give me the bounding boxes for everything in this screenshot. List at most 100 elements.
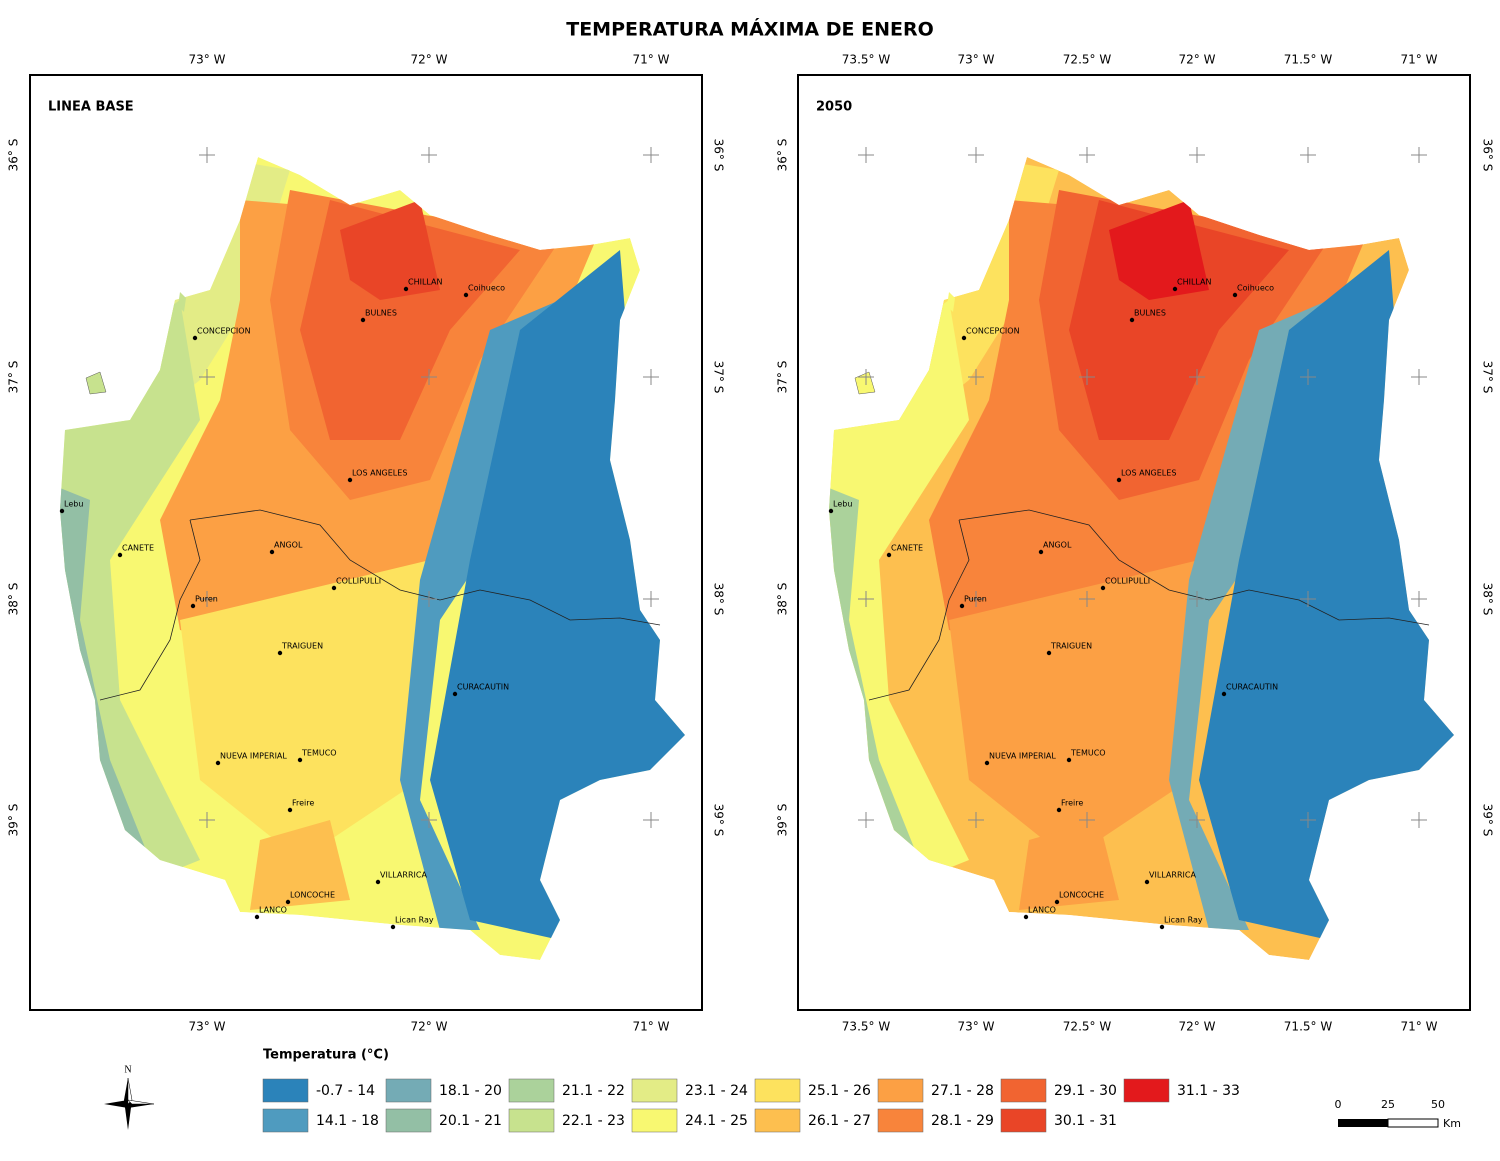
boundary — [958, 509, 1430, 626]
lon-tick-label: 72.5° W — [1063, 53, 1112, 67]
city-dot — [828, 508, 834, 514]
city-label: TEMUCO — [1070, 749, 1106, 758]
legend-label: 21.1 - 22 — [562, 1083, 625, 1099]
lon-tick-label: 73.5° W — [842, 53, 891, 67]
city-label: TEMUCO — [301, 749, 337, 758]
lat-tick-label: 38° S — [7, 583, 21, 616]
city-dot — [390, 924, 396, 930]
city-label: Puren — [964, 595, 987, 604]
city-dot — [961, 335, 967, 341]
temperature-zone — [250, 820, 350, 910]
city-label: Puren — [195, 595, 218, 604]
scale-bar — [1338, 1118, 1439, 1128]
city-label: COLLIPULLI — [1105, 577, 1150, 586]
city-label: CHILLAN — [408, 278, 443, 287]
lon-tick-label: 73° W — [958, 1020, 995, 1034]
city-label: Coihueco — [468, 284, 505, 293]
city-dot — [1129, 317, 1135, 323]
city-label: Lican Ray — [1164, 916, 1203, 925]
lat-tick-label: 39° S — [776, 804, 790, 837]
lon-tick-label: 72° W — [411, 1020, 448, 1034]
lat-tick-label: 39° S — [1481, 804, 1495, 837]
city-dot — [190, 603, 196, 609]
legend-label: 29.1 - 30 — [1054, 1083, 1117, 1099]
map-frame — [29, 74, 703, 1011]
legend-swatch — [1000, 1078, 1047, 1103]
lon-tick-label: 71° W — [633, 53, 670, 67]
city-dot — [347, 477, 353, 483]
island — [178, 292, 186, 312]
city-label: CURACAUTIN — [1226, 683, 1278, 692]
city-dot — [215, 760, 221, 766]
lon-tick-label: 72.5° W — [1063, 1020, 1112, 1034]
lat-tick-label: 36° S — [712, 139, 726, 172]
city-label: NUEVA IMPERIAL — [989, 752, 1056, 761]
map-label: LINEA BASE — [48, 100, 134, 115]
north-arrow: N — [104, 1064, 155, 1130]
lon-tick-label: 71.5° W — [1284, 53, 1333, 67]
city-label: TRAIGUEN — [281, 642, 323, 651]
island — [947, 292, 955, 312]
legend-label: 24.1 - 25 — [685, 1113, 748, 1129]
city-label: BULNES — [1134, 309, 1166, 318]
city-label: ANGOL — [1043, 541, 1072, 550]
lon-tick-label: 71° W — [633, 1020, 670, 1034]
lon-tick-label: 73.5° W — [842, 1020, 891, 1034]
lon-tick-label: 73° W — [189, 1020, 226, 1034]
lon-tick-label: 72° W — [1179, 53, 1216, 67]
lat-tick-label: 37° S — [7, 361, 21, 394]
legend-swatch — [877, 1078, 924, 1103]
legend-label: 30.1 - 31 — [1054, 1113, 1117, 1129]
lon-tick-label: 72° W — [411, 53, 448, 67]
city-label: NUEVA IMPERIAL — [220, 752, 287, 761]
legend-swatch — [754, 1078, 801, 1103]
lon-tick-label: 71° W — [1401, 1020, 1438, 1034]
legend-title: Temperatura (°C) — [263, 1048, 389, 1063]
scale-unit: Km — [1443, 1117, 1461, 1130]
city-dot — [117, 552, 123, 558]
island — [854, 371, 876, 395]
city-label: CHILLAN — [1177, 278, 1212, 287]
legend-label: 14.1 - 18 — [316, 1113, 379, 1129]
city-dot — [277, 650, 283, 656]
city-label: CONCEPCION — [197, 327, 251, 336]
city-dot — [285, 899, 291, 905]
lat-tick-label: 36° S — [776, 139, 790, 172]
city-label: Lican Ray — [395, 916, 434, 925]
city-dot — [1172, 286, 1178, 292]
city-dot — [254, 914, 260, 920]
city-dot — [886, 552, 892, 558]
city-dot — [403, 286, 409, 292]
city-dot — [1023, 914, 1029, 920]
lat-tick-label: 38° S — [712, 583, 726, 616]
city-dot — [1046, 650, 1052, 656]
lat-tick-label: 39° S — [712, 804, 726, 837]
temperature-zone — [1019, 820, 1119, 910]
legend-label: 20.1 - 21 — [439, 1113, 502, 1129]
boundary — [189, 509, 661, 626]
city-dot — [1066, 757, 1072, 763]
city-dot — [1221, 691, 1227, 697]
scale-label: 50 — [1431, 1098, 1445, 1111]
city-label: VILLARRICA — [380, 871, 427, 880]
city-label: Lebu — [833, 500, 852, 509]
city-label: LOS ANGELES — [352, 469, 407, 478]
lat-tick-label: 38° S — [1481, 583, 1495, 616]
city-label: Lebu — [64, 500, 83, 509]
city-dot — [1144, 879, 1150, 885]
city-dot — [463, 292, 469, 298]
legend-label: 26.1 - 27 — [808, 1113, 871, 1129]
boundary — [868, 519, 970, 701]
city-dot — [1232, 292, 1238, 298]
legend-swatch — [385, 1108, 432, 1133]
city-dot — [452, 691, 458, 697]
legend-swatch — [631, 1078, 678, 1103]
city-label: CANETE — [891, 544, 923, 553]
city-dot — [297, 757, 303, 763]
temperature-zone — [180, 560, 430, 860]
city-label: BULNES — [365, 309, 397, 318]
legend-label: 31.1 - 33 — [1177, 1083, 1240, 1099]
city-dot — [1056, 807, 1062, 813]
legend-label: 22.1 - 23 — [562, 1113, 625, 1129]
